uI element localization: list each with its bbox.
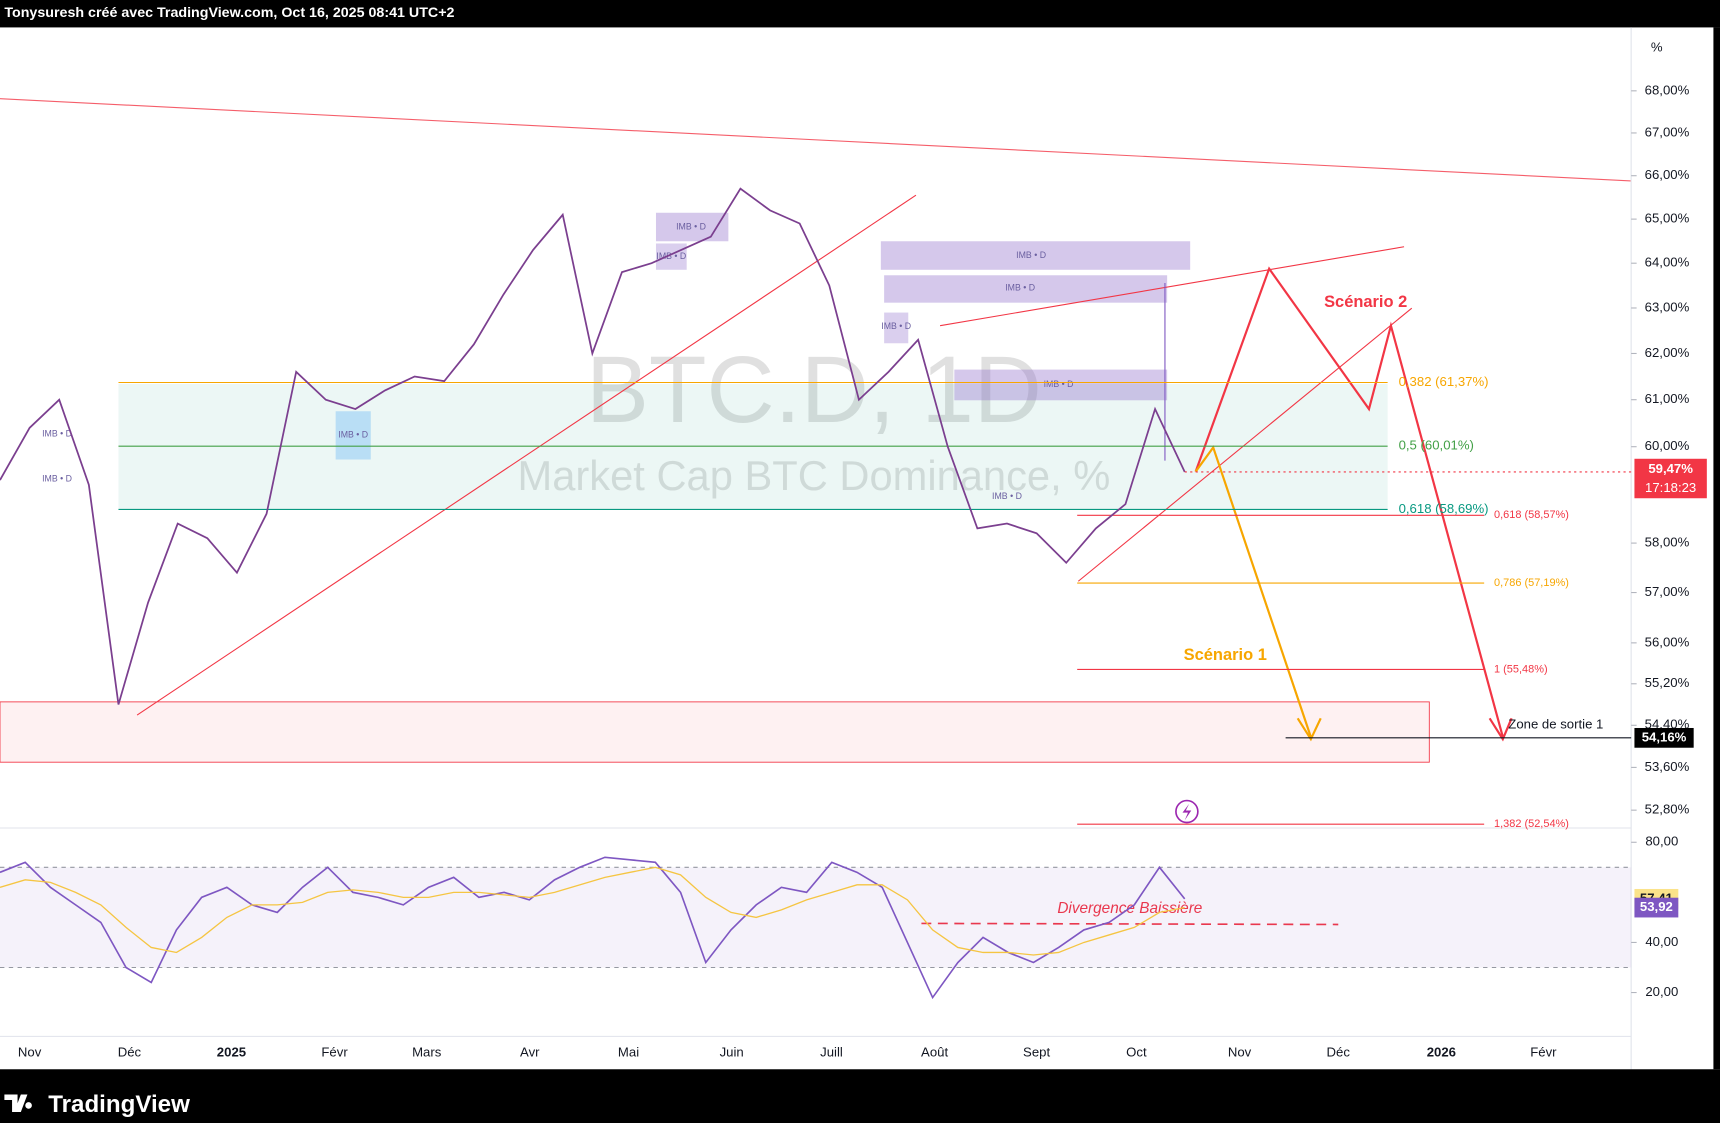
- x-tick-label: Juin: [720, 1044, 744, 1059]
- right-edge: [1713, 27, 1720, 1070]
- scenario-1-label: Scénario 1: [1184, 646, 1267, 664]
- y-tick-label: 65,00%: [1645, 211, 1690, 226]
- last-price-label: 59,47%: [1648, 461, 1693, 476]
- y-tick-label: 53,60%: [1645, 759, 1690, 774]
- fib-label: 0,618 (58,57%): [1494, 509, 1569, 521]
- y-tick-label: 20,00: [1645, 984, 1678, 999]
- watermark-symbol: BTC.D, 1D: [586, 337, 1042, 442]
- divergence-line: [921, 922, 1339, 926]
- y-tick-label: 40,00: [1645, 934, 1678, 949]
- scenario-2-label: Scénario 2: [1324, 293, 1407, 311]
- rsi-line: [0, 866, 1185, 956]
- y-tick-label: 61,00%: [1645, 391, 1690, 406]
- imb-label: IMB • D: [992, 491, 1022, 501]
- imb-box: [884, 312, 909, 344]
- imb-box: [655, 243, 687, 270]
- scenario-2-path: [1194, 266, 1504, 738]
- event-icon: [1175, 799, 1199, 824]
- x-tick-label: Juill: [820, 1044, 843, 1059]
- price-line: [0, 187, 1186, 705]
- fib-label: 0,382 (61,37%): [1399, 374, 1489, 389]
- x-tick-label: Mai: [618, 1044, 639, 1059]
- footer-bar: [0, 1069, 1720, 1123]
- fib-label: 1,382 (52,54%): [1494, 818, 1569, 830]
- rsi-band: [0, 867, 1632, 968]
- countdown: 17:18:23: [1645, 480, 1696, 495]
- imb-label: IMB • D: [42, 429, 72, 439]
- y-tick-label: 52,80%: [1645, 802, 1690, 817]
- y-tick-label: 67,00%: [1645, 124, 1690, 139]
- header-text: Tonysuresh créé avec TradingView.com, Oc…: [4, 5, 454, 21]
- arrowhead: [1296, 717, 1322, 742]
- y-tick-label: 66,00%: [1645, 167, 1690, 182]
- fib-label: 1 (55,48%): [1494, 663, 1548, 675]
- imb-label: IMB • D: [42, 474, 72, 484]
- x-tick-label: Nov: [1228, 1044, 1252, 1059]
- x-tick-label: Nov: [18, 1044, 42, 1059]
- y-tick-label: 56,00%: [1645, 634, 1690, 649]
- rsi-tag: [1634, 897, 1679, 918]
- imb-box: [884, 275, 1168, 303]
- support-zone: [0, 701, 1430, 763]
- imb-label: IMB • D: [676, 221, 706, 231]
- x-tick-label: Oct: [1126, 1044, 1147, 1059]
- imb-box: [954, 369, 1168, 401]
- y-tick-label: 64,00%: [1645, 255, 1690, 270]
- imb-label: IMB • D: [338, 430, 368, 440]
- x-tick-label: Févr: [1530, 1044, 1557, 1059]
- scenario-1-path: [1194, 445, 1312, 738]
- fib-label: 0,618 (58,69%): [1399, 501, 1489, 516]
- imb-box: [335, 411, 371, 460]
- imb-label: IMB • D: [881, 321, 911, 331]
- imb-label: IMB • D: [1044, 379, 1074, 389]
- trendline: [136, 194, 917, 716]
- exit-tag-label: 54,16%: [1642, 729, 1687, 744]
- exit-tag: [1634, 727, 1694, 748]
- x-tick-label: 2026: [1427, 1044, 1456, 1059]
- imb-label: IMB • D: [1005, 283, 1035, 293]
- x-tick-label: Févr: [321, 1044, 348, 1059]
- y-tick-label: 63,00%: [1645, 299, 1690, 314]
- y-tick-label: 60,00%: [1645, 438, 1690, 453]
- trendline: [939, 246, 1405, 327]
- y-tick-label: 68,00%: [1645, 82, 1690, 97]
- x-tick-label: Déc: [1327, 1044, 1351, 1059]
- header-bar: [0, 0, 1720, 28]
- footer-logo: [4, 1094, 32, 1113]
- x-tick-label: Août: [921, 1044, 948, 1059]
- y-tick-label: 80,00: [1645, 834, 1678, 849]
- trendline: [0, 98, 1632, 182]
- y-tick-label: 55,20%: [1645, 675, 1690, 690]
- event-icon-bolt: [1182, 803, 1192, 821]
- watermark-description: Market Cap BTC Dominance, %: [518, 452, 1111, 499]
- x-tick-label: 2025: [217, 1044, 246, 1059]
- arrowhead: [1488, 717, 1513, 742]
- imb-label: IMB • D: [1016, 250, 1046, 260]
- imb-boxes: IMB • D IMB • D IMB • D IMB • D IMB • D …: [42, 212, 1191, 501]
- y-tick-label: 62,00%: [1645, 345, 1690, 360]
- exit-zone-label: Zone de sortie 1: [1508, 716, 1603, 731]
- trendline: [1077, 307, 1413, 582]
- fib-label: 0,5 (60,01%): [1399, 438, 1474, 453]
- x-tick-label: Avr: [520, 1044, 540, 1059]
- fib-label: 0,786 (57,19%): [1494, 577, 1569, 589]
- imb-label: IMB • D: [656, 251, 686, 261]
- axis-unit: %: [1651, 40, 1663, 55]
- rsi-tag-label: 53,92: [1640, 899, 1673, 914]
- x-tick-label: Mars: [412, 1044, 442, 1059]
- fib-zone: [118, 383, 1388, 510]
- y-tick-label: 58,00%: [1645, 535, 1690, 550]
- imb-box: [880, 241, 1191, 270]
- footer-text: TradingView: [48, 1091, 190, 1118]
- last-price-tag: [1634, 458, 1707, 499]
- x-tick-label: Sept: [1023, 1044, 1050, 1059]
- rsi-line: [0, 856, 1186, 1000]
- x-tick-label: Déc: [118, 1044, 142, 1059]
- trendlines: [0, 98, 1632, 716]
- y-tick-label: 57,00%: [1645, 584, 1690, 599]
